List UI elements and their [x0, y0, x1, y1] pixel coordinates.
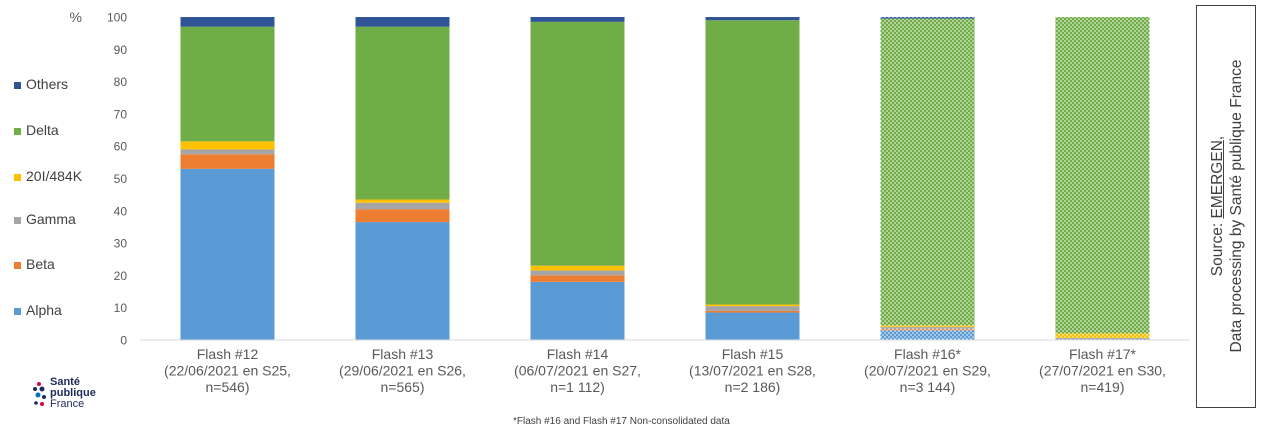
bar-segment-gamma	[705, 306, 800, 311]
legend-item-delta: Delta	[14, 122, 59, 138]
source-text: Source: EMERGEN, Data processing by Sant…	[1208, 6, 1246, 406]
bar-segment-20i-484k	[880, 325, 975, 328]
bar-segment-alpha	[180, 168, 275, 340]
y-tick-label: 60	[114, 140, 128, 154]
y-tick-label: 80	[114, 75, 128, 89]
legend-item-alpha: Alpha	[14, 302, 62, 318]
legend-swatch	[14, 307, 21, 315]
bar-segment-delta	[1055, 17, 1150, 334]
bar-segment-others	[180, 17, 275, 27]
logo-line3: France	[50, 398, 85, 410]
bar-segment-20i-484k	[530, 265, 625, 271]
y-tick-label: 90	[114, 43, 128, 57]
bar-segment-20i-484k	[705, 304, 800, 307]
bar-segment-beta	[355, 209, 450, 223]
y-tick-label: 100	[107, 11, 127, 25]
bar-segment-others	[530, 17, 625, 22]
bar-segment-alpha	[705, 312, 800, 340]
legend-item-gamma: Gamma	[14, 211, 76, 227]
y-tick-label: 40	[114, 204, 128, 218]
legend-item-beta: Beta	[14, 256, 55, 272]
bar-segment-others	[355, 17, 450, 27]
source-suffix: ,	[1209, 135, 1226, 141]
logo-line1: Santé	[50, 376, 80, 388]
legend-swatch	[14, 216, 21, 224]
bar-segment-gamma	[355, 202, 450, 210]
legend-label: Beta	[26, 256, 55, 272]
legend-label: 20I/484K	[26, 168, 83, 184]
y-axis-label: %	[70, 9, 82, 25]
logo-text: Santé publique France	[50, 377, 96, 410]
legend-label: Others	[26, 76, 69, 92]
bar-segment-alpha	[530, 281, 625, 340]
bar-segment-beta	[880, 329, 975, 331]
legend-swatch	[14, 127, 21, 135]
y-tick-label: 0	[120, 334, 127, 348]
logo-line2: publique	[50, 387, 96, 399]
bar-segment-delta	[880, 18, 975, 326]
y-tick-label: 30	[114, 237, 128, 251]
legend-item-20i-484k: 20I/484K	[14, 168, 82, 184]
footnote: *Flash #16 and Flash #17 Non-consolidate…	[513, 416, 730, 427]
legend-label: Delta	[26, 122, 59, 138]
source-box: Source: EMERGEN, Data processing by Sant…	[1196, 5, 1256, 408]
sante-publique-france-logo	[33, 382, 46, 406]
legend-swatch	[14, 261, 21, 269]
bar-segment-delta	[705, 20, 800, 305]
bar-segment-20i-484k	[1055, 333, 1150, 339]
legend-label: Gamma	[26, 211, 76, 227]
stacked-bar-chart: % 0 10 20 30 40 50 60 70 80 90 100 Flash #12 (22/06…	[70, 9, 1190, 395]
bar-segment-beta	[180, 154, 275, 169]
bar-segment-gamma	[530, 270, 625, 276]
bar-segment-others	[705, 17, 800, 21]
y-tick-label: 20	[114, 269, 128, 283]
bar-segment-alpha	[355, 222, 450, 340]
y-tick-label: 10	[114, 301, 128, 315]
bar-segment-20i-484k	[355, 199, 450, 203]
bar-segment-gamma	[180, 149, 275, 155]
y-tick-label: 70	[114, 107, 128, 121]
emergen-link[interactable]: EMERGEN	[1209, 140, 1226, 219]
y-tick-label: 50	[114, 172, 128, 186]
bar-segment-others	[880, 17, 975, 19]
bar-segment-gamma	[1055, 338, 1150, 340]
source-line2: Data processing by Santé publique France	[1228, 59, 1245, 353]
x-tick-label: Flash #17* (27/07/2021 en S30, n=419)	[1039, 346, 1166, 395]
bar-segment-20i-484k	[180, 141, 275, 150]
source-prefix: Source:	[1209, 218, 1226, 277]
x-tick-label: Flash #16* (20/07/2021 en S29, n=3 144)	[864, 346, 991, 395]
bar-segment-beta	[705, 310, 800, 313]
legend-item-others: Others	[14, 76, 68, 92]
bar-segment-delta	[355, 26, 450, 200]
bar-segment-delta	[180, 26, 275, 142]
x-tick-label: Flash #14 (06/07/2021 en S27, n=1 112)	[514, 346, 641, 395]
x-tick-label: Flash #15 (13/07/2021 en S28, n=2 186)	[689, 346, 816, 395]
x-tick-label: Flash #13 (29/06/2021 en S26, n=565)	[339, 346, 466, 395]
bar-segment-delta	[530, 21, 625, 266]
bar-segment-gamma	[880, 327, 975, 330]
legend-swatch	[14, 81, 21, 89]
x-tick-label: Flash #12 (22/06/2021 en S25, n=546)	[164, 346, 291, 395]
legend-label: Alpha	[26, 302, 62, 318]
legend-swatch	[14, 173, 21, 181]
bar-segment-alpha	[880, 330, 975, 340]
bar-segment-beta	[530, 275, 625, 282]
